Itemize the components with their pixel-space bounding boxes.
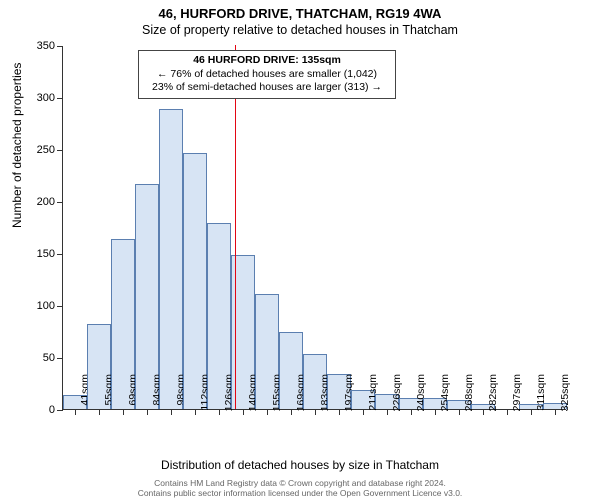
y-tick <box>57 410 63 411</box>
x-tick <box>507 409 508 415</box>
x-tick <box>99 409 100 415</box>
y-tick-label: 50 <box>15 352 55 364</box>
y-tick <box>57 306 63 307</box>
x-tick <box>435 409 436 415</box>
y-tick <box>57 202 63 203</box>
y-tick-label: 100 <box>15 300 55 312</box>
x-tick-label: 282sqm <box>487 374 499 418</box>
x-tick <box>291 409 292 415</box>
info-line3: 23% of semi-detached houses are larger (… <box>145 81 389 95</box>
x-axis-label: Distribution of detached houses by size … <box>0 458 600 472</box>
footer: Contains HM Land Registry data © Crown c… <box>0 478 600 498</box>
y-tick-label: 300 <box>15 92 55 104</box>
y-tick-label: 150 <box>15 248 55 260</box>
chart-area: 05010015020025030035041sqm55sqm69sqm84sq… <box>62 46 566 410</box>
x-tick <box>75 409 76 415</box>
chart-container: 46, HURFORD DRIVE, THATCHAM, RG19 4WA Si… <box>0 0 600 500</box>
x-tick-label: 268sqm <box>463 374 475 418</box>
y-tick <box>57 46 63 47</box>
x-tick <box>147 409 148 415</box>
x-tick <box>555 409 556 415</box>
x-tick <box>243 409 244 415</box>
y-tick <box>57 98 63 99</box>
x-tick <box>123 409 124 415</box>
title-address: 46, HURFORD DRIVE, THATCHAM, RG19 4WA <box>0 0 600 21</box>
x-tick <box>171 409 172 415</box>
x-tick <box>363 409 364 415</box>
x-tick <box>267 409 268 415</box>
x-tick-label: 254sqm <box>439 374 451 418</box>
bar <box>159 109 182 409</box>
x-tick-label: 311sqm <box>535 374 547 418</box>
x-tick <box>219 409 220 415</box>
x-tick-label: 240sqm <box>415 374 427 418</box>
x-tick <box>531 409 532 415</box>
y-tick-label: 250 <box>15 144 55 156</box>
x-tick <box>195 409 196 415</box>
footer-line2: Contains public sector information licen… <box>0 488 600 498</box>
x-tick <box>411 409 412 415</box>
y-tick <box>57 150 63 151</box>
info-box: 46 HURFORD DRIVE: 135sqm ← 76% of detach… <box>138 50 396 99</box>
x-tick <box>339 409 340 415</box>
x-tick <box>387 409 388 415</box>
x-tick <box>459 409 460 415</box>
x-tick-label: 226sqm <box>391 374 403 418</box>
y-tick-label: 0 <box>15 404 55 416</box>
info-line2: ← 76% of detached houses are smaller (1,… <box>145 68 389 82</box>
x-tick <box>483 409 484 415</box>
y-tick-label: 350 <box>15 40 55 52</box>
y-tick-label: 200 <box>15 196 55 208</box>
x-tick <box>315 409 316 415</box>
reference-line <box>235 45 237 409</box>
title-subtitle: Size of property relative to detached ho… <box>0 21 600 41</box>
x-tick-label: 325sqm <box>559 374 571 418</box>
plot-region: 05010015020025030035041sqm55sqm69sqm84sq… <box>62 46 566 410</box>
y-tick <box>57 358 63 359</box>
x-tick-label: 297sqm <box>511 374 523 418</box>
bar <box>183 153 206 409</box>
y-tick <box>57 254 63 255</box>
info-line1: 46 HURFORD DRIVE: 135sqm <box>145 54 389 68</box>
footer-line1: Contains HM Land Registry data © Crown c… <box>0 478 600 488</box>
